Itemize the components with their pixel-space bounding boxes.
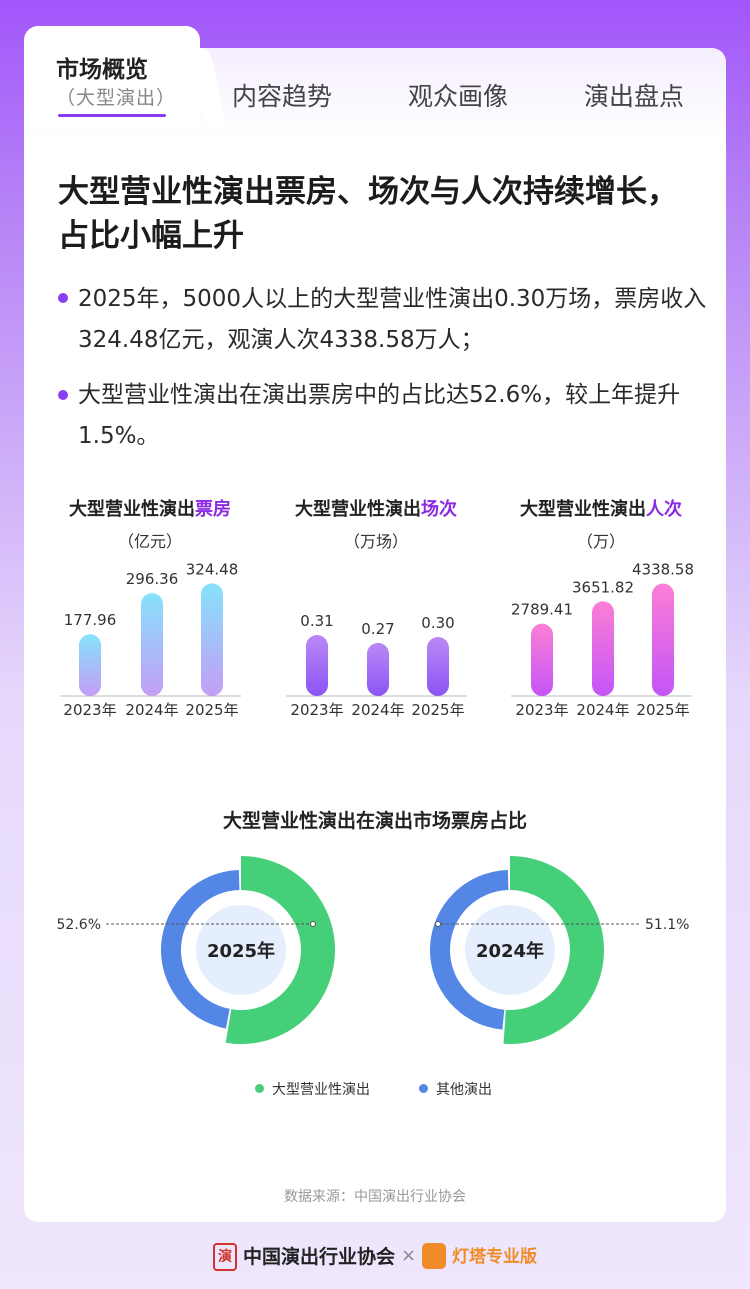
bar bbox=[367, 642, 389, 696]
bar-value-label: 0.31 bbox=[300, 612, 333, 630]
bar bbox=[306, 635, 328, 696]
bar bbox=[79, 634, 101, 696]
donut-charts: 2025年 52.6% 2024年 51.1% bbox=[57, 856, 689, 1044]
tab-audience-profile[interactable]: 观众画像 bbox=[408, 82, 509, 111]
association-logo-text: 中国演出行业协会 bbox=[243, 1246, 396, 1268]
bar-value-label: 177.96 bbox=[64, 611, 117, 629]
bullet-dot bbox=[58, 390, 68, 400]
bar bbox=[201, 583, 223, 696]
donut-slice-large-shows bbox=[225, 856, 336, 1044]
bar-value-label: 3651.82 bbox=[572, 578, 634, 596]
legend-marker-large-shows bbox=[255, 1084, 264, 1093]
donut-center bbox=[196, 905, 286, 995]
bar bbox=[592, 601, 614, 696]
bar-value-label: 296.36 bbox=[126, 570, 179, 588]
active-tab-indicator bbox=[58, 114, 166, 117]
chart-unit-shows: （万场） bbox=[343, 532, 409, 551]
chart-title-attendance: 大型营业性演出人次 bbox=[520, 499, 682, 520]
chart-title-box-office: 大型营业性演出票房 bbox=[69, 499, 231, 520]
donut-slice-large-shows bbox=[503, 856, 604, 1044]
x-tick-label: 2024年 bbox=[576, 701, 629, 719]
bar bbox=[141, 593, 163, 696]
x-tick-label: 2025年 bbox=[411, 701, 464, 719]
leader-dot bbox=[310, 921, 316, 927]
data-source: 数据来源：中国演出行业协会 bbox=[284, 1189, 466, 1205]
bar-value-label: 2789.41 bbox=[511, 601, 573, 619]
x-tick-label: 2023年 bbox=[290, 701, 343, 719]
chart-title-shows: 大型营业性演出场次 bbox=[295, 499, 457, 520]
lighthouse-logo-icon bbox=[422, 1243, 446, 1269]
lighthouse-logo-text: 灯塔专业版 bbox=[452, 1247, 537, 1267]
association-seal-logo: 演 bbox=[213, 1243, 237, 1271]
bar bbox=[531, 623, 553, 696]
bullet-dot bbox=[58, 293, 68, 303]
x-tick-label: 2023年 bbox=[63, 701, 116, 719]
donut-slice-other-shows bbox=[160, 870, 240, 1029]
donut-center-label: 2025年 bbox=[207, 940, 275, 962]
donut-chart-title: 大型营业性演出在演出市场票房占比 bbox=[222, 810, 527, 832]
page-title: 大型营业性演出票房、场次与人次持续增长，占比小幅上升 bbox=[58, 174, 678, 254]
bar-charts: 177.96 2023年 296.36 2024年 324.48 2025年 0.31 202… bbox=[60, 560, 694, 719]
chart-unit-box-office: （亿元） bbox=[117, 532, 183, 551]
leader-dot bbox=[435, 921, 441, 927]
tab-content-trends[interactable]: 内容趋势 bbox=[232, 82, 333, 111]
x-tick-label: 2025年 bbox=[185, 701, 238, 719]
bullet-text-1: 2025年，5000人以上的大型营业性演出0.30万场，票房收入324.48亿元… bbox=[78, 286, 707, 353]
bar-value-label: 0.27 bbox=[361, 620, 394, 638]
tab-market-overview[interactable] bbox=[24, 26, 200, 126]
donut-percent-label: 51.1% bbox=[645, 917, 689, 933]
bar-value-label: 324.48 bbox=[186, 560, 239, 578]
bar bbox=[427, 637, 449, 696]
donut-center bbox=[465, 905, 555, 995]
donut-center-label: 2024年 bbox=[476, 940, 544, 962]
donut-percent-label: 52.6% bbox=[57, 917, 101, 933]
x-tick-label: 2024年 bbox=[351, 701, 404, 719]
x-tick-label: 2023年 bbox=[515, 701, 568, 719]
bar-value-label: 0.30 bbox=[421, 614, 454, 632]
tab-market-overview-label[interactable]: 市场概览 bbox=[56, 57, 148, 83]
legend-label-other-shows: 其他演出 bbox=[436, 1082, 492, 1098]
tab-performance-review[interactable]: 演出盘点 bbox=[584, 82, 685, 111]
bullet-text-2: 大型营业性演出在演出票房中的占比达52.6%，较上年提升1.5%。 bbox=[78, 382, 681, 449]
chart-unit-attendance: （万） bbox=[576, 532, 626, 551]
times-separator: × bbox=[401, 1245, 417, 1266]
x-tick-label: 2024年 bbox=[125, 701, 178, 719]
bar-value-label: 4338.58 bbox=[632, 560, 694, 578]
donut-slice-other-shows bbox=[430, 870, 509, 1030]
legend-marker-other-shows bbox=[419, 1084, 428, 1093]
x-tick-label: 2025年 bbox=[636, 701, 689, 719]
legend-label-large-shows: 大型营业性演出 bbox=[272, 1082, 370, 1098]
bar bbox=[652, 583, 674, 696]
tab-market-overview-sub[interactable]: （大型演出） bbox=[56, 87, 177, 109]
